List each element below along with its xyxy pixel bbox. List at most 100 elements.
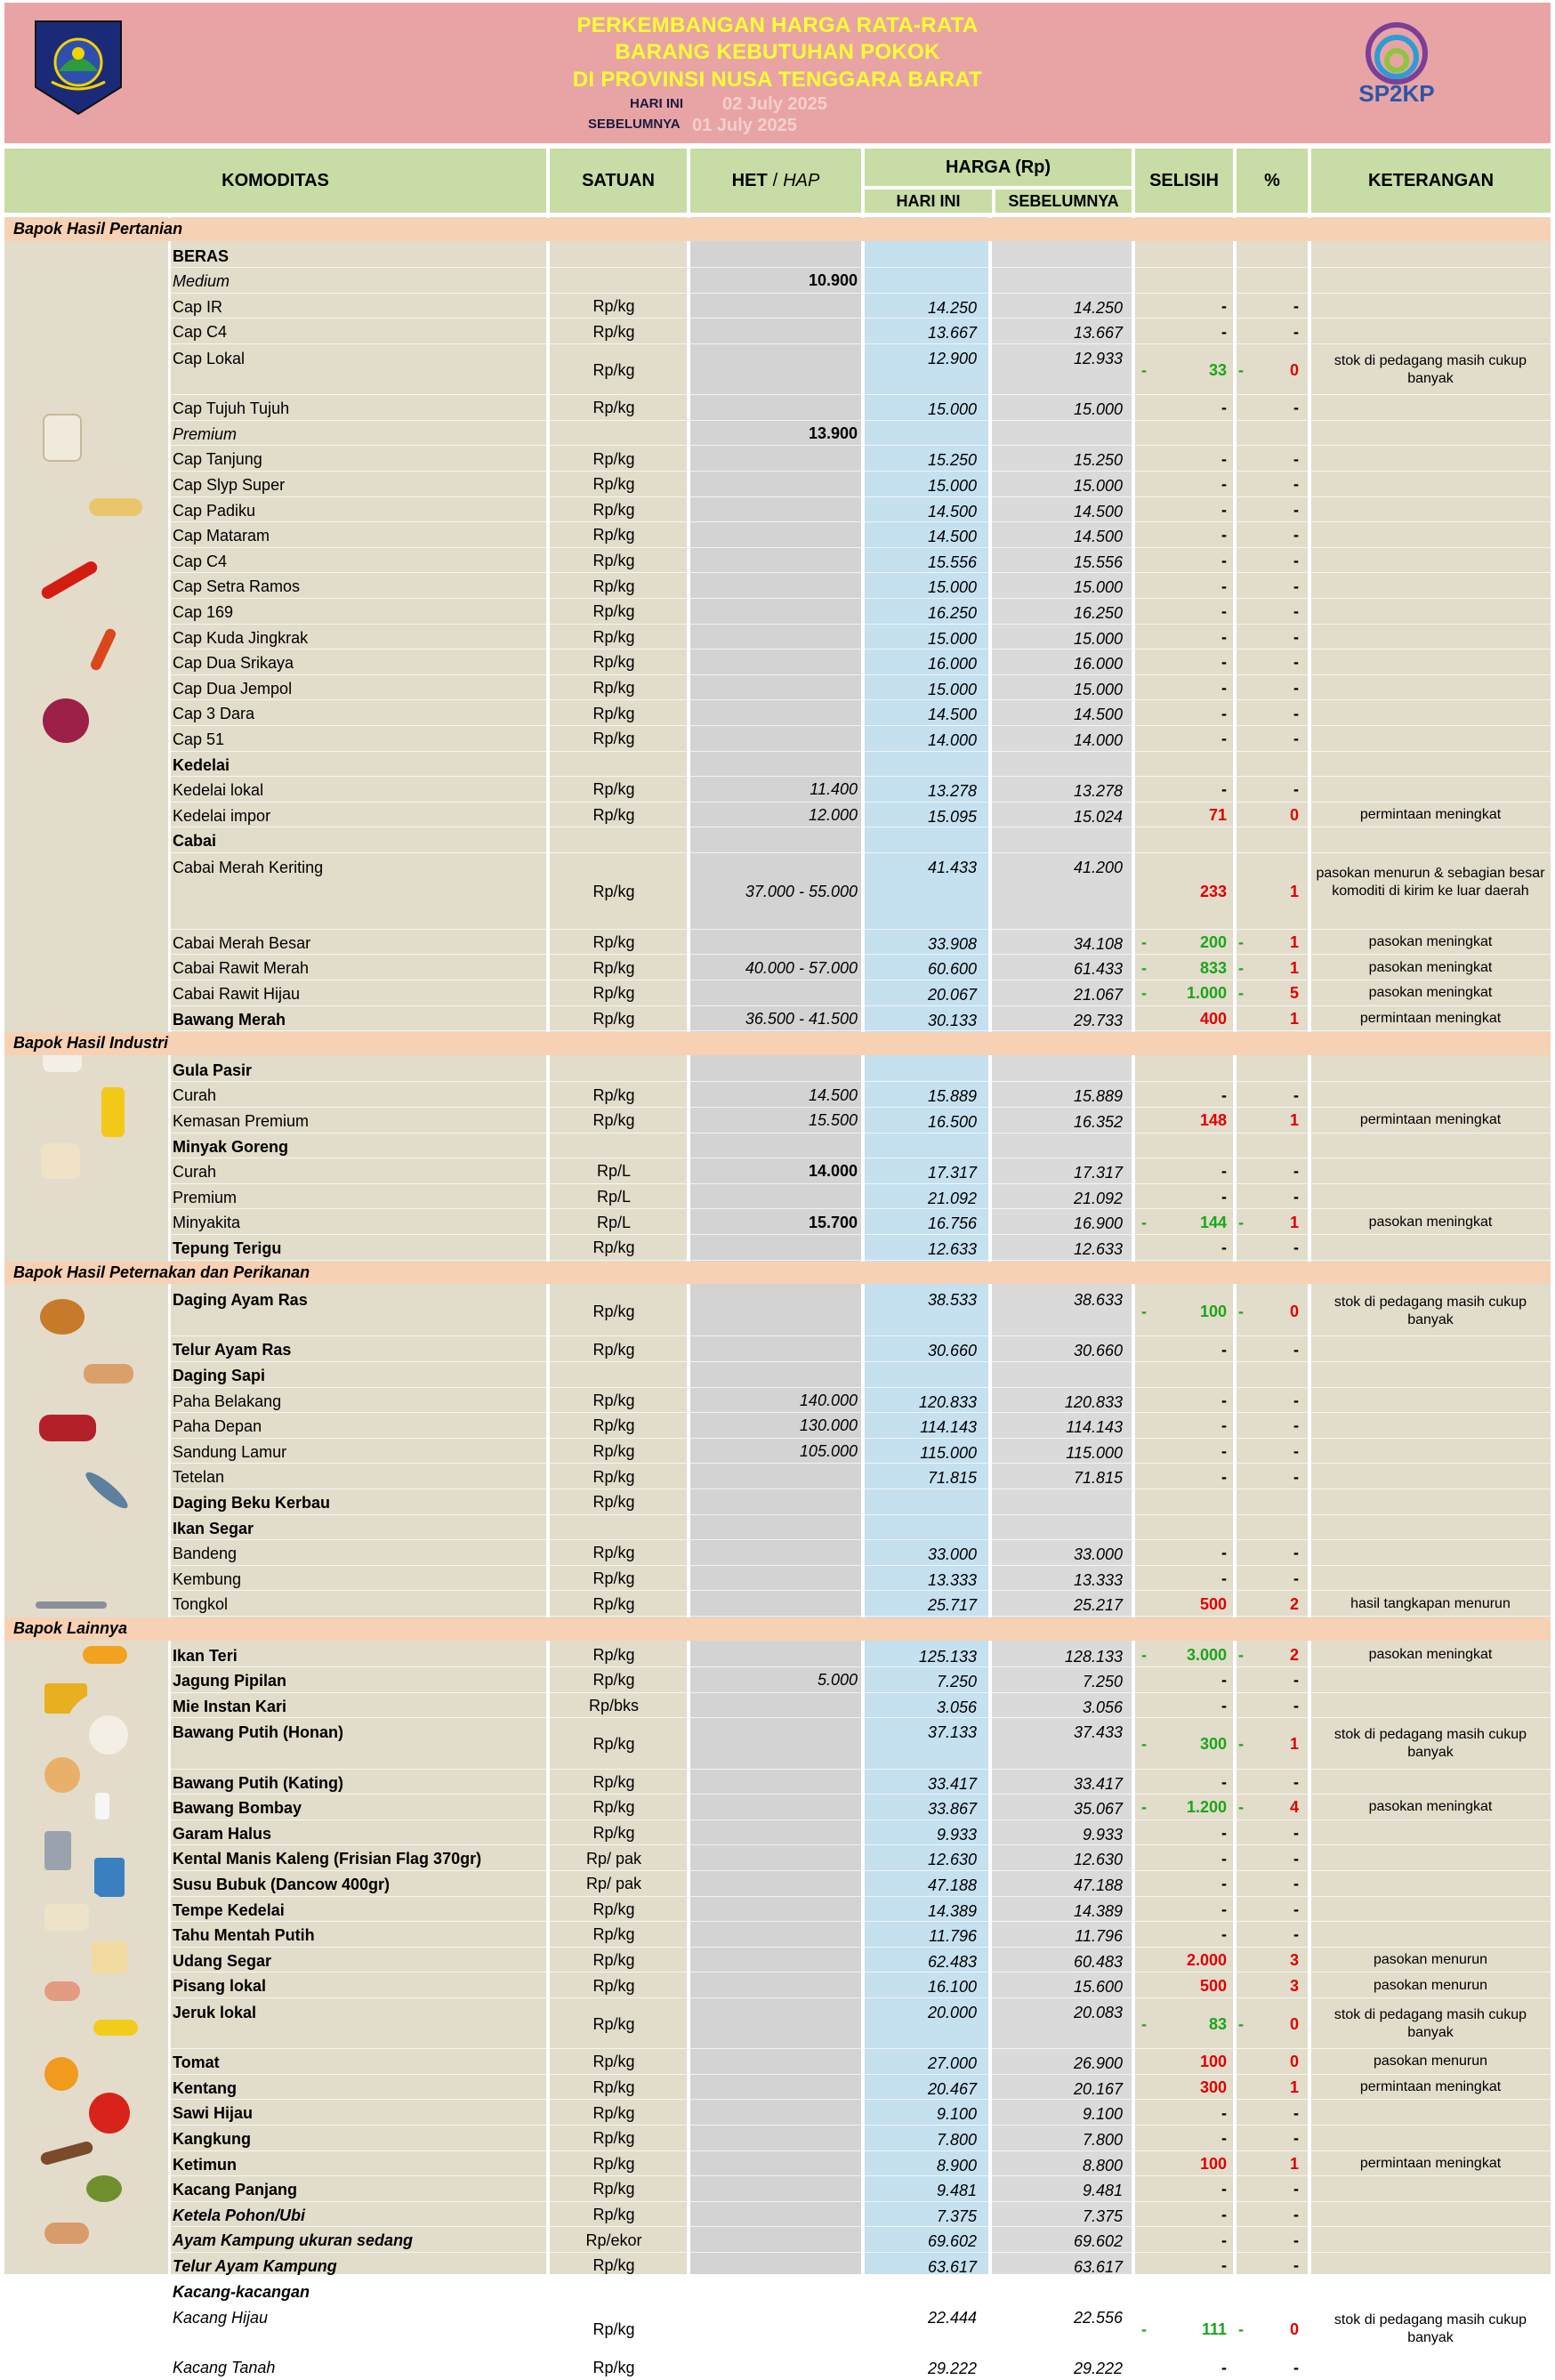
percent-value: 1 bbox=[1289, 1009, 1299, 1028]
previous-price: 21.067 bbox=[1073, 986, 1123, 1004]
keterangan-column-bg bbox=[1311, 217, 1551, 2274]
commodity-name: Telur Ayam Kampung bbox=[173, 2257, 337, 2275]
commodity-name: Kacang Tanah bbox=[173, 2359, 276, 2377]
unit-cell: Rp/L bbox=[596, 1213, 632, 1231]
percent-value: - bbox=[1293, 577, 1299, 595]
today-price: 7.250 bbox=[936, 1673, 977, 1691]
selisih-value: - bbox=[1221, 1671, 1227, 1690]
commodity-name: Ketela Pohon/Ubi bbox=[173, 2206, 306, 2224]
commodity-name: Jagung Pipilan bbox=[173, 1672, 287, 1690]
previous-price: 15.000 bbox=[1073, 578, 1123, 597]
commodity-row: Daging Beku Kerbau Rp/kg bbox=[0, 1489, 1555, 1515]
row-separator bbox=[171, 1132, 1551, 1134]
commodity-name: Cap C4 bbox=[173, 552, 228, 570]
commodity-name: Bawang Putih (Honan) bbox=[173, 1723, 343, 1742]
keterangan-note: pasokan menurun bbox=[1373, 2053, 1488, 2069]
row-separator bbox=[171, 1106, 1551, 1108]
commodity-name: Susu Bubuk (Dancow 400gr) bbox=[173, 1876, 391, 1893]
previous-price: 16.352 bbox=[1073, 1113, 1123, 1131]
unit-cell: Rp/kg bbox=[592, 1302, 635, 1320]
unit-cell: Rp/kg bbox=[592, 2319, 635, 2338]
commodity-name: Tahu Mentah Putih bbox=[173, 1926, 315, 1945]
row-separator bbox=[171, 1386, 1551, 1388]
previous-price: 15.556 bbox=[1073, 553, 1123, 571]
commodity-name: Premium bbox=[173, 1188, 238, 1206]
selisih-value: 144 bbox=[1199, 1213, 1227, 1231]
today-price: 33.867 bbox=[927, 1800, 977, 1819]
salt-icon bbox=[76, 1779, 129, 1833]
commodity-name: Daging Beku Kerbau bbox=[173, 1494, 331, 1512]
commodity-row: Tempe Kedelai Rp/kg 14.389 14.389 - - bbox=[0, 1897, 1555, 1923]
unit-cell: Rp/L bbox=[596, 1162, 632, 1181]
row-separator bbox=[171, 419, 1551, 421]
row-separator bbox=[171, 318, 1551, 319]
percent-value: - bbox=[1293, 1467, 1299, 1486]
selisih-value: - bbox=[1221, 2231, 1227, 2249]
unit-cell: Rp/kg bbox=[592, 1009, 635, 1028]
selisih-value: - bbox=[1221, 1824, 1227, 1843]
percent-value: 4 bbox=[1289, 1798, 1299, 1817]
percent-value: - bbox=[1293, 1442, 1299, 1461]
unit-cell: Rp/kg bbox=[592, 679, 635, 698]
unit-cell: Rp/kg bbox=[592, 602, 635, 621]
percent-value: - bbox=[1293, 1824, 1299, 1843]
rice-sack-icon bbox=[16, 391, 105, 480]
flour-icon bbox=[16, 1117, 105, 1206]
commodity-row: Tahu Mentah Putih Rp/kg 11.796 11.796 - - bbox=[0, 1922, 1555, 1948]
previous-price: 15.000 bbox=[1073, 629, 1123, 648]
selisih-value: 33 bbox=[1208, 360, 1227, 379]
previous-price: 14.250 bbox=[1073, 298, 1123, 317]
unit-cell: Rp/ pak bbox=[585, 1875, 642, 1893]
percent-value: - bbox=[1293, 322, 1299, 341]
row-separator bbox=[171, 1004, 1551, 1006]
commodity-name: Cabai Merah Keriting bbox=[173, 859, 324, 876]
previous-price: 9.481 bbox=[1082, 2182, 1123, 2200]
previous-price: 25.217 bbox=[1073, 1596, 1123, 1615]
percent-value: - bbox=[1293, 2231, 1299, 2249]
previous-price: 15.000 bbox=[1073, 477, 1123, 495]
percent-value: - bbox=[1293, 1391, 1299, 1409]
commodity-row: Bawang Putih (Kating) Rp/kg 33.417 33.417 - - bbox=[0, 1770, 1555, 1795]
decrease-marker: - bbox=[1238, 360, 1244, 379]
unit-cell: Rp/kg bbox=[592, 1391, 635, 1409]
selisih-value: - bbox=[1221, 2256, 1227, 2275]
previous-price: 14.500 bbox=[1073, 502, 1123, 520]
commodity-name: Cap 169 bbox=[173, 603, 234, 621]
previous-price: 12.933 bbox=[1073, 350, 1123, 367]
previous-price: 30.660 bbox=[1073, 1342, 1123, 1360]
today-price: 71.815 bbox=[927, 1469, 977, 1488]
sp2kp-logo bbox=[1366, 22, 1428, 85]
group-row: Kedelai bbox=[0, 752, 1555, 778]
unit-cell: Rp/L bbox=[596, 1188, 632, 1206]
previous-price: 61.433 bbox=[1073, 960, 1123, 979]
today-price: 15.000 bbox=[927, 680, 977, 698]
today-column-bg bbox=[865, 217, 988, 2274]
previous-price: 9.100 bbox=[1082, 2105, 1123, 2124]
unit-cell: Rp/kg bbox=[592, 1493, 635, 1512]
decrease-marker: - bbox=[1238, 958, 1244, 977]
unit-cell: Rp/kg bbox=[592, 526, 635, 545]
selisih-value: - bbox=[1221, 1416, 1227, 1435]
decrease-marker: - bbox=[1141, 1302, 1147, 1320]
percent-value: 2 bbox=[1289, 1645, 1299, 1664]
commodity-row: Ayam Kampung ukuran sedang Rp/ekor 69.602 6… bbox=[0, 2227, 1555, 2253]
today-price: 14.250 bbox=[927, 298, 977, 317]
unit-cell: Rp/kg bbox=[592, 1976, 635, 1995]
keterangan-note: stok di pedagang masih cukup banyak bbox=[1333, 1294, 1527, 1327]
selisih-value: - bbox=[1221, 679, 1227, 698]
selisih-value: - bbox=[1221, 1442, 1227, 1461]
commodity-name: Gula Pasir bbox=[173, 1061, 253, 1079]
commodity-row: Sawi Hijau Rp/kg 9.100 9.100 - - bbox=[0, 2100, 1555, 2126]
selisih-value: - bbox=[1221, 2103, 1227, 2122]
previous-date: 01 July 2025 bbox=[692, 116, 797, 135]
previous-price: 35.067 bbox=[1073, 1800, 1123, 1819]
percent-value: 0 bbox=[1289, 360, 1299, 379]
today-price: 8.900 bbox=[936, 2156, 977, 2174]
percent-value: - bbox=[1293, 730, 1299, 748]
commodity-row: Kemasan Premium Rp/kg 15.500 16.500 16.352 14… bbox=[0, 1108, 1555, 1134]
unit-column-bg bbox=[550, 217, 687, 2274]
previous-price: 38.633 bbox=[1073, 1291, 1123, 1310]
commodity-name: Cabai Merah Besar bbox=[173, 933, 311, 952]
unit-cell: Rp/kg bbox=[592, 882, 635, 900]
